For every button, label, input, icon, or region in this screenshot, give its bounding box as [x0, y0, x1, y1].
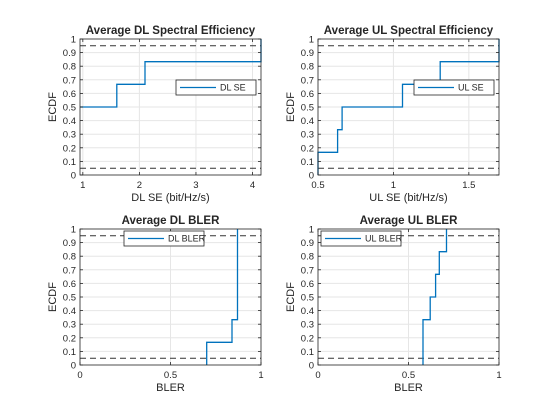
y-tick-label: 0.7 [63, 75, 76, 86]
chart-title: Average UL BLER [360, 215, 458, 227]
y-tick-label: 0.5 [301, 103, 314, 114]
x-axis-label: DL SE (bit/Hz/s) [131, 192, 209, 204]
legend-label: UL BLER [365, 234, 403, 244]
chart-panel-3: 0 0.5 1 0 0.1 0.2 0.3 0.4 0.5 0.6 0.7 0.8 0.9 1 Averag… [47, 215, 264, 394]
x-tick-label: 3 [193, 180, 198, 191]
y-tick-label: 0.6 [63, 279, 76, 290]
y-tick-label: 0.2 [63, 143, 76, 154]
y-tick-label: 0 [71, 171, 76, 182]
y-tick-label: 1 [71, 225, 76, 236]
x-axis-label: BLER [156, 382, 185, 394]
chart-panel-4: 0 0.5 1 0 0.1 0.2 0.3 0.4 0.5 0.6 0.7 0.8 0.9 1 Averag… [285, 215, 502, 394]
y-axis-label: ECDF [285, 92, 297, 122]
y-tick-label: 0.2 [63, 333, 76, 344]
series-line [422, 229, 448, 365]
series-line [206, 229, 239, 365]
y-axis-label: ECDF [285, 282, 297, 312]
legend-label: DL BLER [168, 234, 206, 244]
y-tick-label: 0.2 [301, 333, 314, 344]
legend-label: UL SE [458, 83, 484, 93]
y-tick-label: 0.1 [301, 157, 314, 168]
y-tick-label: 0.4 [301, 306, 314, 317]
y-axis-label: ECDF [47, 282, 59, 312]
x-tick-label: 1 [391, 180, 396, 191]
x-tick-label: 1 [258, 370, 263, 381]
y-tick-label: 0.9 [63, 48, 76, 59]
legend: DL SE [175, 79, 257, 96]
y-tick-label: 0.4 [63, 116, 76, 127]
legend: UL BLER [320, 230, 403, 247]
x-tick-label: 0.5 [402, 370, 415, 381]
y-tick-label: 0.2 [301, 143, 314, 154]
y-tick-label: 0.8 [301, 62, 314, 73]
y-tick-label: 0.3 [63, 130, 76, 141]
y-tick-label: 0.4 [301, 116, 314, 127]
y-tick-label: 0.8 [301, 252, 314, 263]
y-tick-label: 0.8 [63, 252, 76, 263]
y-tick-label: 0.7 [301, 75, 314, 86]
legend: UL SE [413, 79, 495, 96]
y-tick-label: 0.5 [301, 293, 314, 304]
y-tick-label: 0.4 [63, 306, 76, 317]
x-tick-label: 4 [250, 180, 255, 191]
legend: DL BLER [123, 230, 206, 247]
y-tick-label: 0.7 [63, 265, 76, 276]
x-tick-label: 1.5 [462, 180, 475, 191]
x-tick-label: 0 [77, 370, 82, 381]
y-axis-label: ECDF [47, 92, 59, 122]
y-tick-label: 0.9 [301, 238, 314, 249]
y-tick-label: 0.5 [63, 293, 76, 304]
y-tick-label: 0.9 [63, 238, 76, 249]
chart-title: Average DL Spectral Efficiency [86, 25, 256, 37]
x-axis-label: BLER [394, 382, 423, 394]
x-tick-label: 1 [496, 370, 501, 381]
y-tick-label: 0.1 [63, 347, 76, 358]
y-tick-label: 0.5 [63, 103, 76, 114]
y-tick-label: 0.1 [301, 347, 314, 358]
x-tick-label: 2 [137, 180, 142, 191]
chart-title: Average UL Spectral Efficiency [324, 25, 494, 37]
y-tick-label: 1 [71, 35, 76, 46]
x-tick-label: 0.5 [164, 370, 177, 381]
y-tick-label: 1 [309, 225, 314, 236]
y-tick-label: 0.9 [301, 48, 314, 59]
y-tick-label: 0 [71, 361, 76, 372]
y-tick-label: 0.3 [301, 130, 314, 141]
chart-panel-1: 1 2 3 4 0 0.1 0.2 0.3 0.4 0.5 0.6 0.7 0.8 0.9 1 Average… [47, 25, 262, 204]
chart-panel-2: 0.5 1 1.5 0 0.1 0.2 0.3 0.4 0.5 0.6 0.7 0.8 0.9 1 Aver… [285, 25, 500, 204]
x-tick-label: 0.5 [311, 180, 324, 191]
x-tick-label: 1 [80, 180, 85, 191]
y-tick-label: 0.3 [63, 320, 76, 331]
y-tick-label: 0 [309, 361, 314, 372]
y-tick-label: 0.6 [63, 89, 76, 100]
y-tick-label: 0 [309, 171, 314, 182]
chart-title: Average DL BLER [122, 215, 220, 227]
x-tick-label: 0 [315, 370, 320, 381]
legend-label: DL SE [220, 83, 246, 93]
series-line [317, 39, 500, 175]
y-tick-label: 0.1 [63, 157, 76, 168]
y-tick-label: 1 [309, 35, 314, 46]
y-tick-label: 0.6 [301, 89, 314, 100]
y-tick-label: 0.6 [301, 279, 314, 290]
y-tick-label: 0.8 [63, 62, 76, 73]
x-axis-label: UL SE (bit/Hz/s) [369, 192, 447, 204]
y-tick-label: 0.7 [301, 265, 314, 276]
y-tick-label: 0.3 [301, 320, 314, 331]
